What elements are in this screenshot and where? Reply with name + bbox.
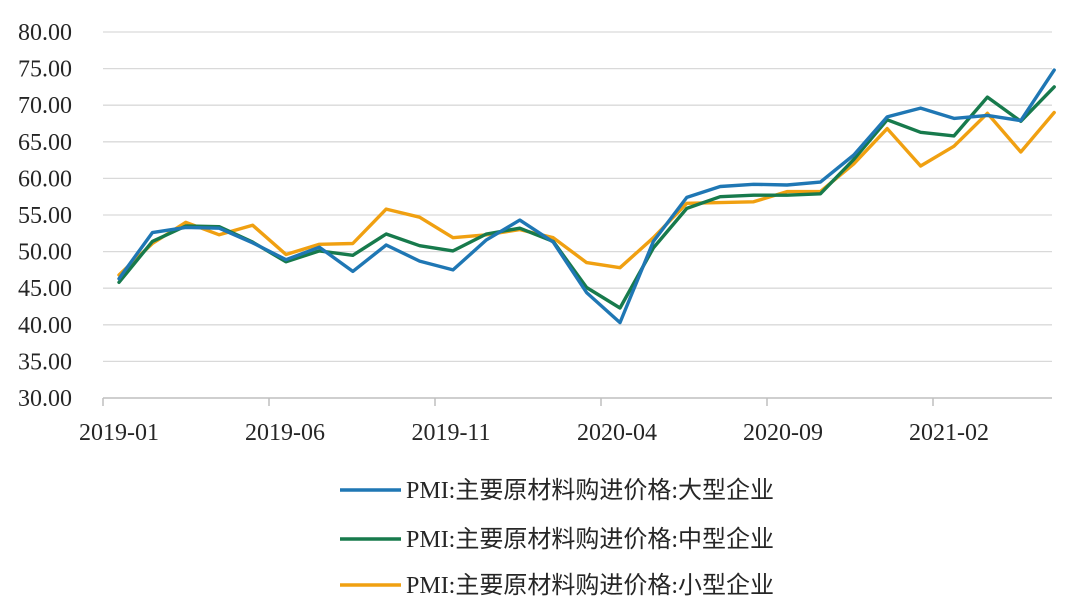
series-line-1: [117, 85, 1056, 310]
y-axis-tick-labels: 80.00 75.00 70.00 65.00 60.00 55.00 50.00 45.00…: [18, 20, 72, 412]
y-tick-label: 60.00: [18, 166, 72, 192]
legend: PMI:主要原材料购进价格:大型企业 PMI:主要原材料购进价格:中型企业 PMI:…: [340, 477, 774, 599]
y-tick-label: 80.00: [18, 20, 72, 46]
legend-label-0: PMI:主要原材料购进价格:大型企业: [406, 477, 774, 504]
series-lines: [117, 68, 1056, 325]
x-tick-label: 2020-04: [577, 420, 657, 446]
x-tick-label: 2019-01: [79, 420, 159, 446]
x-tick-label: 2021-02: [909, 420, 989, 446]
y-tick-label: 75.00: [18, 57, 72, 83]
x-tick-label: 2019-06: [245, 420, 325, 446]
y-tick-label: 50.00: [18, 240, 72, 266]
y-tick-label: 45.00: [18, 276, 72, 302]
legend-label-2: PMI:主要原材料购进价格:小型企业: [406, 572, 774, 599]
x-axis: [102, 397, 1052, 406]
x-tick-label: 2020-09: [743, 420, 823, 446]
gridlines: [103, 31, 1052, 363]
x-axis-tick-labels: 2019-01 2019-06 2019-11 2020-04 2020-09 2021-…: [79, 420, 989, 446]
y-tick-label: 70.00: [18, 93, 72, 119]
legend-label-1: PMI:主要原材料购进价格:中型企业: [406, 526, 774, 553]
series-line-2: [117, 110, 1056, 277]
y-tick-label: 65.00: [18, 130, 72, 156]
y-tick-label: 55.00: [18, 203, 72, 229]
y-tick-label: 40.00: [18, 313, 72, 339]
series-line-0: [117, 68, 1056, 325]
y-tick-label: 35.00: [18, 349, 72, 375]
x-tick-label: 2019-11: [411, 420, 490, 446]
y-tick-label: 30.00: [18, 386, 72, 412]
